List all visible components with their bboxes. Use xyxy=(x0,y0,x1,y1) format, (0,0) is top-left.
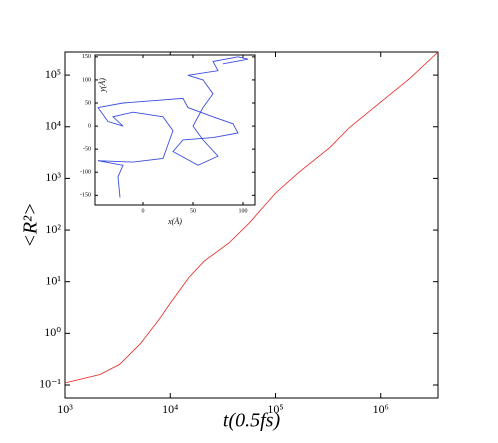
y-tick-label: 50 xyxy=(85,100,91,106)
y-tick-label: 10⁴ xyxy=(45,118,61,132)
x-axis-label: x(Å) xyxy=(167,217,182,226)
inset-frame xyxy=(94,54,256,206)
x-tick-label: 100 xyxy=(239,208,248,214)
y-axis-label: <R²> xyxy=(20,202,42,247)
x-tick-label: 50 xyxy=(190,208,196,214)
x-tick-label: 10⁵ xyxy=(267,402,283,416)
x-tick-label: 0 xyxy=(142,208,145,214)
y-tick-label: 10⁻¹ xyxy=(39,377,61,391)
y-tick-label: -150 xyxy=(80,193,91,199)
y-tick-label: 10³ xyxy=(45,170,61,184)
y-tick-label: 10² xyxy=(45,222,61,236)
y-tick-label: -100 xyxy=(80,170,91,176)
x-tick-label: 10³ xyxy=(57,402,73,416)
y-tick-label: 10⁵ xyxy=(45,67,61,81)
y-tick-label: -50 xyxy=(83,147,91,153)
y-tick-label: 10¹ xyxy=(45,273,61,287)
data-line xyxy=(64,51,439,384)
y-tick-label: 150 xyxy=(82,54,91,60)
y-axis-label: y(Å) xyxy=(98,78,107,93)
data-line xyxy=(97,56,249,198)
x-tick-label: 10⁴ xyxy=(162,402,178,416)
y-tick-label: 0 xyxy=(88,123,91,129)
x-axis-label: t(0.5fs) xyxy=(223,410,281,432)
y-tick-label: 10⁰ xyxy=(44,325,61,339)
y-tick-label: 100 xyxy=(82,77,91,83)
x-tick-label: 10⁶ xyxy=(373,402,389,416)
